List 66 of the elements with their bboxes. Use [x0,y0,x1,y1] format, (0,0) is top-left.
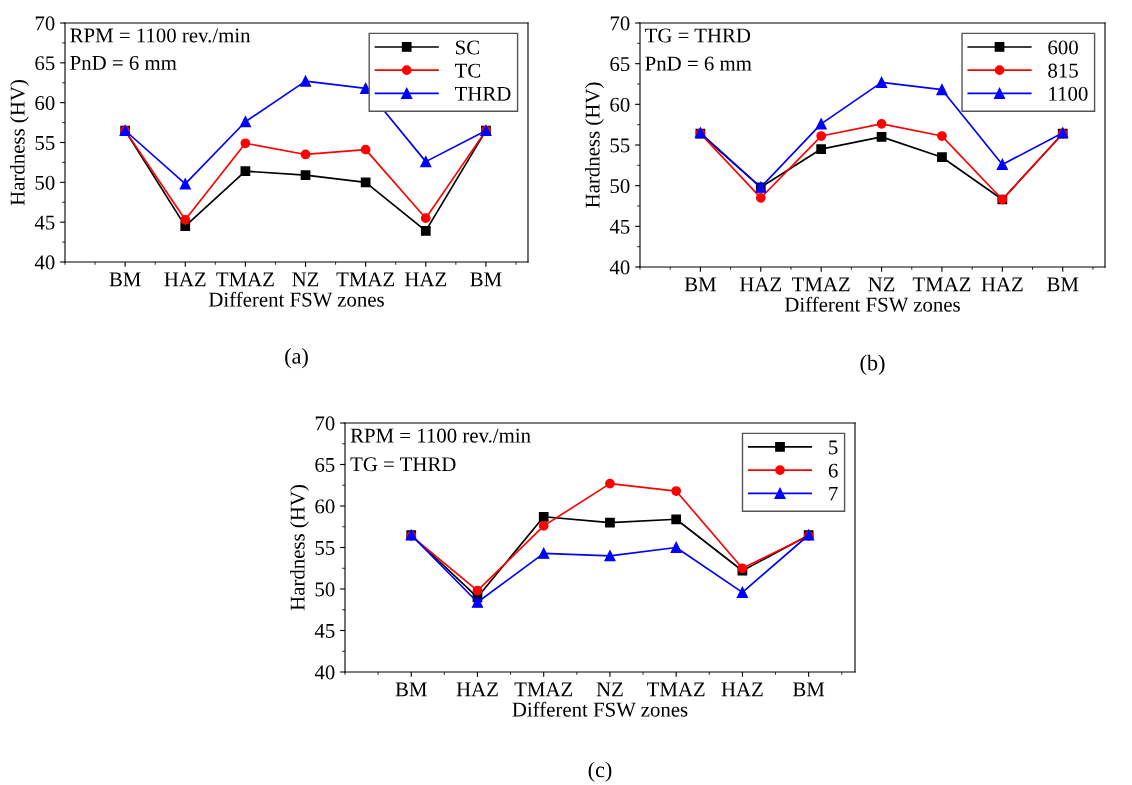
x-tick-label: BM [684,277,716,292]
x-tick-label: NZ [292,272,319,287]
legend-label: 7 [829,486,838,501]
annotation: RPM = 1100 rev./min [350,428,531,443]
x-tick-label: BM [395,682,427,697]
x-tick-label: BM [793,682,825,697]
x-tick-label: TMAZ [216,272,274,287]
legend-label: 1100 [1049,86,1088,101]
legend-label: THRD [455,86,511,101]
y-tick-label: 55 [315,541,335,555]
y-tick-label: 50 [35,175,55,190]
annotation: RPM = 1100 rev./min [70,28,251,43]
text: (c) [588,761,612,782]
x-tick-label: TMAZ [912,277,971,292]
x-tick-label: HAZ [981,277,1023,292]
text: (a) [285,348,308,369]
y-tick-label: 65 [315,457,335,472]
annotation: PnD = 6 mm [645,56,752,71]
legend-label: 600 [1048,40,1078,55]
y-tick-label: 55 [35,136,55,150]
x-tick-label: TMAZ [336,272,395,287]
y-axis-title: Hardness (HV) [10,80,29,206]
annotation: TG = THRD [350,457,456,472]
y-tick-label: 45 [34,215,55,230]
y-tick-label: 60 [315,499,335,514]
x-axis-title: Different FSW zones [208,291,384,307]
y-tick-label: 45 [314,624,335,638]
y-tick-label: 70 [315,416,335,431]
x-tick-label: BM [1047,277,1079,292]
x-tick-label: TMAZ [792,277,850,292]
x-tick-label: NZ [596,682,623,697]
x-tick-label: BM [109,272,141,287]
y-tick-label: 65 [35,56,55,71]
legend-label: 5 [829,440,838,455]
y-tick-label: 55 [610,138,630,153]
y-tick-label: 65 [610,57,630,72]
y-tick-label: 45 [609,219,630,234]
y-axis-title: Hardness (HV) [585,82,604,208]
x-tick-label: BM [470,272,502,287]
y-tick-label: 40 [34,255,55,270]
x-tick-label: HAZ [164,272,206,287]
legend-label: TC [455,63,481,78]
legend-label: 6 [828,463,838,478]
legend-label: SC [456,40,479,55]
x-axis-title: Different FSW zones [784,296,960,312]
y-tick-label: 70 [35,16,55,31]
text: (b) [860,354,885,375]
y-tick-label: 70 [610,16,630,31]
annotation: TG = THRD [645,28,751,43]
x-tick-label: TMAZ [514,682,573,697]
y-tick-label: 40 [314,665,335,680]
y-tick-label: 50 [315,582,335,597]
legend-label: 815 [1048,63,1078,78]
y-tick-label: 40 [609,260,630,275]
annotation: PnD = 6 mm [70,55,177,70]
x-axis-title: Different FSW zones [512,701,688,717]
x-tick-label: HAZ [456,682,498,697]
x-tick-label: HAZ [739,277,782,292]
y-tick-label: 60 [610,97,630,112]
x-tick-label: TMAZ [647,682,705,697]
x-tick-label: NZ [868,277,895,292]
y-axis-title: Hardness (HV) [290,485,309,611]
y-tick-label: 60 [35,96,55,111]
x-tick-label: HAZ [721,682,763,697]
x-tick-label: HAZ [404,272,447,287]
y-tick-label: 50 [610,179,630,194]
